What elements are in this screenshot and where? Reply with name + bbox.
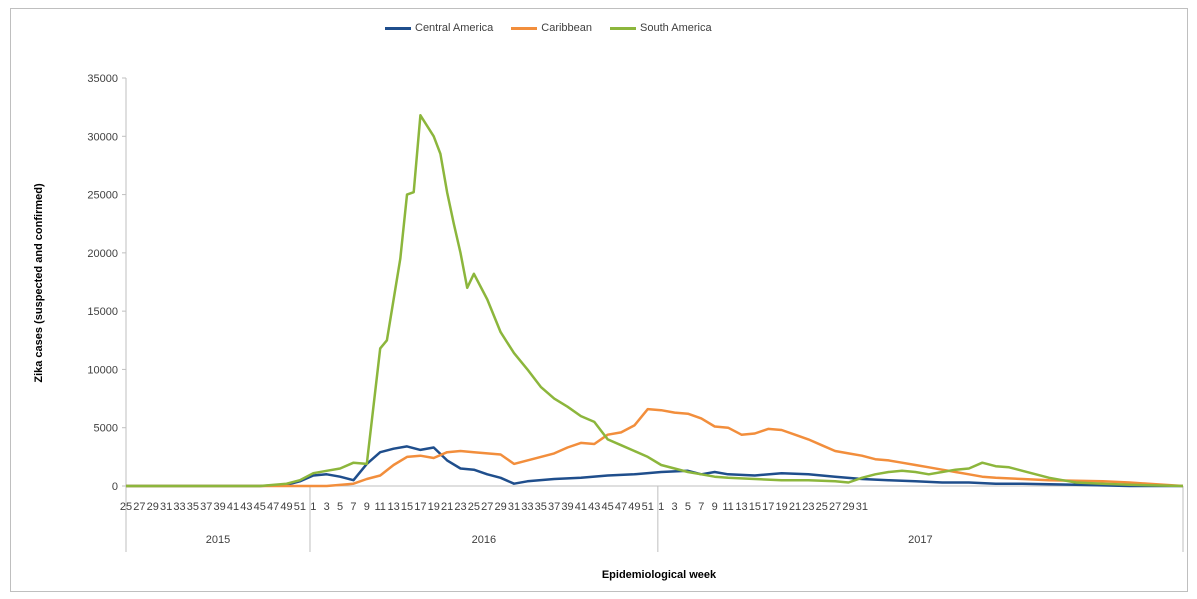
x-tick-label: 17: [414, 501, 426, 513]
legend-item-central-america: Central America: [385, 22, 493, 34]
y-tick-label: 35000: [87, 73, 118, 85]
x-tick-label: 15: [401, 501, 413, 513]
x-tick-label: 19: [775, 501, 787, 513]
x-tick-label: 7: [698, 501, 704, 513]
x-tick-label: 23: [802, 501, 814, 513]
x-tick-label: 25: [468, 501, 480, 513]
y-tick-label: 20000: [87, 248, 118, 260]
x-tick-label: 15: [749, 501, 761, 513]
legend-label-central-america: Central America: [415, 22, 494, 34]
x-tick-label: 45: [602, 501, 614, 513]
x-tick-label: 31: [856, 501, 868, 513]
x-tick-label: 29: [147, 501, 159, 513]
series-line-south-america: [126, 114, 1184, 488]
x-tick-label: 49: [628, 501, 640, 513]
y-tick-label: 25000: [87, 190, 118, 202]
x-tick-label: 35: [187, 501, 199, 513]
x-tick-label: 33: [173, 501, 185, 513]
series-line-central-america: [126, 445, 1183, 488]
x-tick-label: 31: [508, 501, 520, 513]
legend-item-caribbean: Caribbean: [511, 22, 592, 34]
x-tick-label: 9: [712, 501, 718, 513]
x-tick-label: 11: [722, 501, 733, 513]
legend-label-caribbean: Caribbean: [541, 22, 593, 34]
x-tick-label: 5: [337, 501, 343, 513]
x-tick-label: 27: [133, 501, 145, 513]
x-tick-label: 35: [535, 501, 547, 513]
legend-item-south-america: South America: [610, 22, 712, 34]
x-tick-label: 7: [350, 501, 356, 513]
x-tick-label: 41: [227, 501, 239, 513]
y-tick-label: 15000: [87, 306, 118, 318]
x-tick-label: 3: [324, 501, 330, 513]
x-tick-label: 51: [642, 501, 654, 513]
x-tick-label: 47: [267, 501, 279, 513]
x-tick-label: 27: [481, 501, 493, 513]
x-tick-label: 37: [200, 501, 212, 513]
series-line-caribbean: [126, 407, 1184, 488]
x-tick-label: 17: [762, 501, 774, 513]
x-tick-label: 5: [685, 501, 691, 513]
y-tick-label: 30000: [87, 131, 118, 143]
x-tick-label: 43: [240, 501, 252, 513]
x-tick-label: 21: [441, 501, 453, 513]
x-tick-label: 39: [561, 501, 573, 513]
legend-label-south-america: South America: [640, 22, 712, 34]
x-tick-label: 43: [588, 501, 600, 513]
x-tick-label: 41: [575, 501, 587, 513]
x-tick-label: 19: [428, 501, 440, 513]
x-tick-label: 3: [672, 501, 678, 513]
x-tick-label: 29: [495, 501, 507, 513]
x-tick-label: 31: [160, 501, 172, 513]
x-tick-label: 45: [254, 501, 266, 513]
legend: Central America Caribbean South America: [385, 22, 712, 34]
x-tick-label: 29: [842, 501, 854, 513]
y-axis-title: Zika cases (suspected and confirmed): [33, 183, 45, 383]
y-tick-label: 10000: [87, 364, 118, 376]
x-tick-label: 1: [310, 501, 316, 513]
year-label: 2017: [908, 534, 932, 546]
chart-area: [10, 8, 1188, 592]
x-tick-label: 33: [521, 501, 533, 513]
y-tick-label: 0: [112, 481, 118, 493]
x-tick-label: 13: [735, 501, 747, 513]
x-tick-label: 9: [364, 501, 370, 513]
x-tick-label: 1: [658, 501, 664, 513]
year-label: 2016: [472, 534, 496, 546]
year-label: 2015: [206, 534, 230, 546]
legend-swatch-central-america: [385, 26, 411, 30]
x-tick-label: 21: [789, 501, 801, 513]
x-tick-label: 23: [454, 501, 466, 513]
x-tick-label: 37: [548, 501, 560, 513]
legend-swatch-caribbean: [511, 26, 538, 30]
x-tick-label: 11: [375, 501, 386, 513]
x-tick-label: 25: [816, 501, 828, 513]
x-tick-label: 27: [829, 501, 841, 513]
x-tick-label: 47: [615, 501, 627, 513]
y-tick-label: 5000: [94, 423, 118, 435]
series-layer: [126, 114, 1184, 488]
x-tick-label: 39: [214, 501, 226, 513]
x-tick-label: 49: [280, 501, 292, 513]
legend-swatch-south-america: [610, 26, 637, 30]
x-tick-label: 13: [387, 501, 399, 513]
x-axis-title: Epidemiological week: [602, 569, 717, 581]
x-tick-label: 51: [294, 501, 306, 513]
